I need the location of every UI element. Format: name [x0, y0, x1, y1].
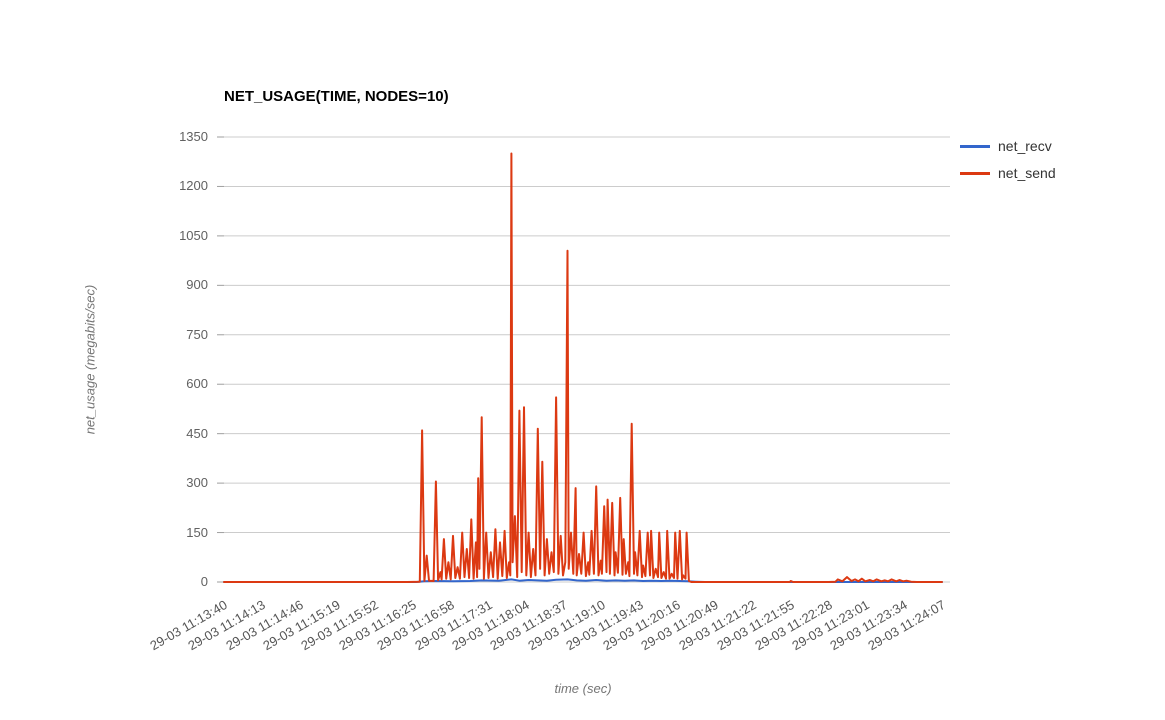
net-send-line-swatch: [960, 171, 990, 175]
series-line-net_send: [223, 152, 943, 583]
x-axis-title: time (sec): [554, 681, 612, 696]
net-recv-line-swatch: [960, 144, 990, 148]
y-axis-title: net_usage (megabits/sec): [82, 284, 98, 435]
y-tick-label: 600: [186, 376, 208, 392]
y-tick-label: 1350: [179, 129, 208, 144]
legend: net_recv net_send: [960, 137, 1056, 191]
y-tick-label: 150: [186, 524, 208, 540]
y-tick-label: 1200: [179, 178, 208, 194]
legend-item-net-send: net_send: [960, 164, 1056, 182]
chart-title: NET_USAGE(TIME, NODES=10): [224, 88, 449, 105]
legend-label-net-send: net_send: [998, 165, 1056, 181]
legend-label-net-recv: net_recv: [998, 138, 1052, 154]
series-line-net_recv: [223, 578, 943, 583]
y-tick-label: 450: [186, 425, 208, 441]
y-tick-label: 900: [186, 277, 208, 293]
y-tick-label: 0: [200, 574, 208, 589]
y-tick-label: 300: [186, 475, 208, 491]
y-tick-label: 750: [186, 326, 208, 342]
legend-item-net-recv: net_recv: [960, 137, 1056, 155]
y-tick-label: 1050: [179, 227, 208, 243]
